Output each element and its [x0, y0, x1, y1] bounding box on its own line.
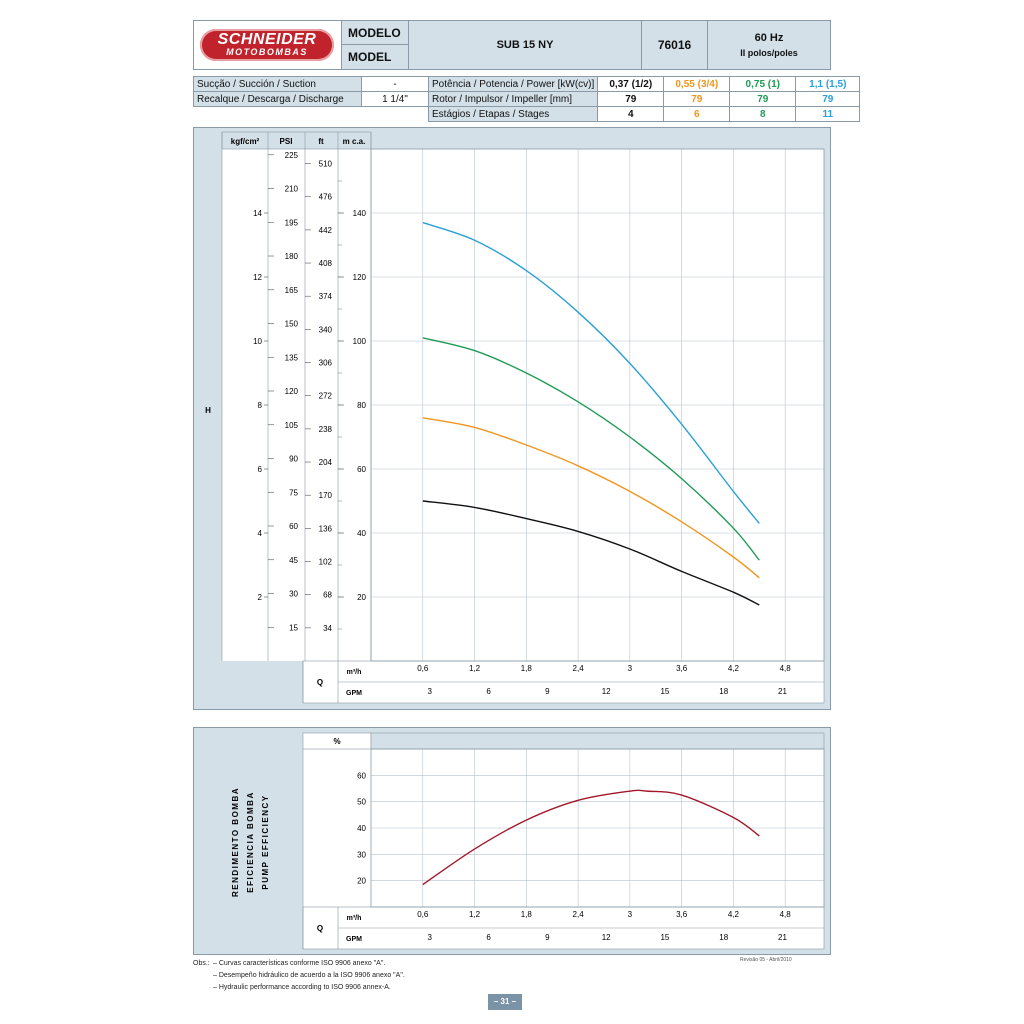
suction-value: -: [361, 76, 429, 92]
power-label: Potência / Potencia / Power [kW(cv)]: [427, 76, 599, 92]
rotor-value-3: 79: [729, 91, 797, 107]
stages-value-3: 8: [729, 106, 797, 122]
schneider-logo: SCHNEIDER MOTOBOMBAS: [194, 21, 341, 69]
model-code: 76016: [641, 21, 707, 69]
power-value-2: 0,55 (3/4): [663, 76, 731, 92]
brand-top: SCHNEIDER: [217, 31, 317, 48]
stages-label: Estágios / Etapas / Stages: [427, 106, 599, 122]
model-name: SUB 15 NY: [408, 21, 641, 69]
obs-label: Obs.:: [193, 960, 210, 967]
suction-label: Sucção / Succión / Suction: [193, 76, 362, 92]
rotor-value-1: 79: [597, 91, 665, 107]
spec-table: Sucção / Succión / Suction - Potência / …: [193, 76, 861, 122]
stages-value-4: 11: [795, 106, 861, 122]
efficiency-chart-panel: [193, 727, 831, 955]
model-label: MODEL: [341, 45, 408, 69]
stages-value-1: 4: [597, 106, 665, 122]
head-chart-panel: [193, 127, 831, 710]
modelo-label: MODELO: [341, 21, 408, 45]
power-value-1: 0,37 (1/2): [597, 76, 665, 92]
page-number: – 31 –: [488, 994, 522, 1010]
note-line-3: – Hydraulic performance according to ISO…: [213, 984, 391, 991]
revision-note: Revisão 05 - Abril/2010: [740, 957, 792, 963]
frequency: 60 Hz: [754, 32, 784, 44]
note-line-2: – Desempeño hidráulico de acuerdo a la I…: [213, 972, 405, 979]
brand-bottom: MOTOBOMBAS: [226, 47, 308, 57]
discharge-label: Recalque / Descarga / Discharge: [193, 91, 362, 107]
power-value-4: 1,1 (1,5): [795, 76, 861, 92]
discharge-value: 1 1/4": [361, 91, 429, 107]
rotor-label: Rotor / Impulsor / Impeller [mm]: [427, 91, 599, 107]
note-line-1: – Curvas características conforme ISO 99…: [213, 960, 386, 967]
power-value-3: 0,75 (1): [729, 76, 797, 92]
notes: Obs.: – Curvas características conforme I…: [193, 958, 405, 994]
poles: II polos/poles: [740, 48, 798, 58]
model-header: SCHNEIDER MOTOBOMBAS MODELO MODEL SUB 15…: [193, 20, 831, 70]
stages-value-2: 6: [663, 106, 731, 122]
rotor-value-4: 79: [795, 91, 861, 107]
frequency-cell: 60 Hz II polos/poles: [707, 21, 830, 69]
rotor-value-2: 79: [663, 91, 731, 107]
